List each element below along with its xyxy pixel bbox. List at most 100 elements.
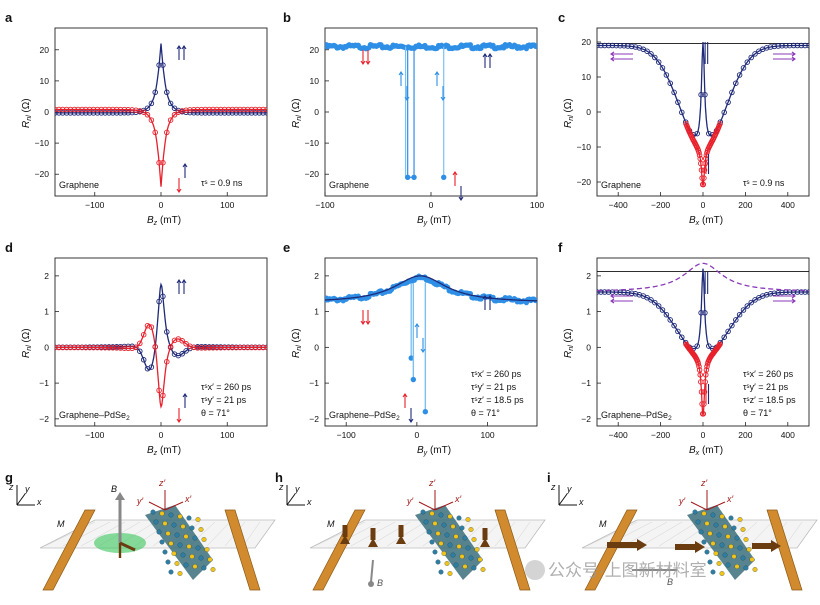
- atom: [722, 552, 728, 558]
- data-point: [644, 48, 650, 54]
- data-point: [717, 121, 723, 127]
- graphene-lattice: [784, 521, 803, 547]
- magnetization-arrows: [176, 45, 188, 193]
- data-point: [164, 329, 170, 335]
- data-point: [237, 344, 243, 351]
- data-point: [56, 106, 62, 113]
- data-point: [698, 167, 705, 173]
- magnetization-arrow: [176, 418, 182, 423]
- data-point: [152, 129, 158, 136]
- y-axis-label: Rnl (Ω): [563, 328, 575, 358]
- y-tick-label: 1: [586, 307, 591, 317]
- data-point: [110, 110, 116, 116]
- atom: [465, 517, 471, 522]
- data-point: [786, 289, 793, 295]
- data-point: [806, 289, 809, 295]
- data-point: [696, 363, 702, 370]
- data-point: [260, 110, 266, 116]
- sample-label: Graphene–PdSe2: [329, 410, 400, 422]
- x-tick-label: 400: [781, 430, 795, 440]
- data-point: [697, 372, 703, 378]
- y-tick-label: −10: [577, 142, 592, 152]
- data-point: [721, 334, 727, 340]
- data-point: [740, 307, 747, 313]
- x-tick-label: −400: [609, 430, 628, 440]
- data-point: [748, 299, 754, 306]
- atom: [450, 524, 456, 529]
- field-label: B: [377, 578, 383, 588]
- data-point: [260, 106, 266, 113]
- data-point: [767, 44, 774, 50]
- atom: [159, 511, 165, 516]
- data-point: [779, 43, 785, 49]
- panel-label: h: [275, 470, 283, 485]
- atom: [192, 564, 198, 569]
- data-point: [183, 348, 189, 354]
- magnetization-arrow: [791, 56, 796, 62]
- axis-label: z′: [158, 478, 166, 488]
- electrode: [494, 509, 531, 591]
- data-point: [214, 106, 220, 113]
- atom: [743, 537, 749, 542]
- magnet-label: M: [327, 519, 335, 529]
- data-point: [667, 80, 673, 86]
- data-point: [404, 174, 411, 181]
- data-point: [160, 62, 166, 68]
- data-point: [63, 110, 70, 116]
- x-tick-label: 0: [414, 430, 419, 440]
- data-point: [210, 110, 216, 116]
- data-point: [202, 110, 209, 116]
- magnetization-arrow: [610, 298, 615, 304]
- graphene-lattice: [748, 521, 773, 547]
- axis-arrow: [434, 501, 454, 511]
- data-point: [675, 99, 681, 106]
- y-tick-label: 20: [582, 37, 592, 47]
- atom: [707, 531, 713, 536]
- y-tick-label: −2: [309, 414, 319, 424]
- data-point: [748, 54, 754, 61]
- spin-arrow: [396, 535, 406, 544]
- field-arrow: [368, 581, 374, 587]
- electrode: [584, 509, 638, 591]
- axis-label: y′: [406, 496, 414, 506]
- atom: [162, 549, 168, 555]
- data-point: [225, 106, 232, 113]
- y-tick-label: 0: [44, 342, 49, 352]
- axis-label: x: [36, 497, 42, 507]
- field-label: B: [667, 577, 673, 587]
- data-point: [740, 65, 747, 71]
- data-point: [67, 344, 74, 351]
- axis-label: z′: [700, 478, 708, 488]
- data-point: [167, 117, 174, 123]
- data-point: [106, 345, 112, 351]
- axis-label: x: [578, 497, 584, 507]
- axes-frame: [324, 27, 538, 197]
- plot-area: [325, 273, 537, 415]
- data-point: [75, 106, 81, 113]
- data-point: [233, 106, 239, 113]
- data-point: [179, 338, 185, 344]
- axis-arrow: [690, 501, 708, 511]
- data-point: [241, 344, 247, 351]
- data-point: [71, 344, 78, 351]
- data-point: [221, 106, 228, 113]
- y-axis-label: Rnl (Ω): [21, 328, 33, 358]
- axis-arrow: [164, 501, 184, 511]
- atom: [710, 541, 716, 546]
- data-point: [194, 110, 201, 116]
- data-point: [701, 389, 708, 395]
- atom: [719, 571, 725, 576]
- data-point: [167, 344, 174, 350]
- data-point: [679, 334, 685, 340]
- data-point: [702, 310, 708, 316]
- electrode: [224, 509, 261, 591]
- pdse2-flake: [415, 505, 483, 580]
- y-tick-label: −1: [39, 378, 49, 388]
- data-point: [55, 110, 58, 116]
- x-tick-label: 0: [429, 200, 434, 210]
- data-point: [625, 290, 631, 296]
- data-point: [98, 344, 105, 351]
- schematic-i: iz yx z′ y′ x′ M B: [547, 470, 818, 591]
- data-point: [225, 344, 232, 351]
- data-point: [55, 344, 58, 351]
